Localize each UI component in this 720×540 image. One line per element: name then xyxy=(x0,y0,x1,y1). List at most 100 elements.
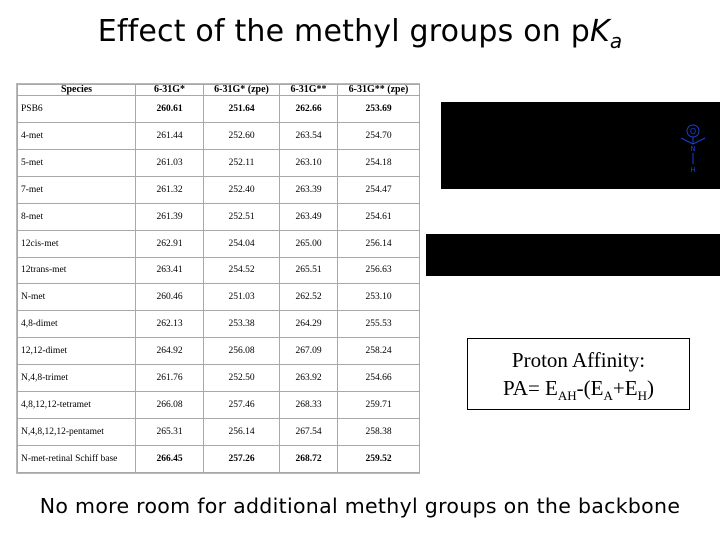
proton-affinity-table: Species 6-31G* 6-31G* (zpe) 6-31G** 6-31… xyxy=(16,83,420,474)
species-cell: N-met-retinal Schiff base xyxy=(17,444,136,474)
column-header-species: Species xyxy=(17,84,136,96)
value-cell: 256.08 xyxy=(203,337,280,366)
black-panel-top: O N H xyxy=(441,102,720,189)
value-cell: 255.53 xyxy=(337,310,420,339)
value-cell: 254.04 xyxy=(203,229,280,258)
table-body: PSB6 260.61 251.64 262.66 253.69 4-met 261.44 2… xyxy=(17,95,420,474)
value-cell: 263.49 xyxy=(279,202,338,231)
species-cell: 5-met xyxy=(17,148,136,177)
value-cell: 256.14 xyxy=(337,229,420,258)
table-row: 12cis-met 262.91 254.04 265.00 256.14 xyxy=(17,229,420,258)
species-cell: 7-met xyxy=(17,175,136,204)
value-cell: 264.92 xyxy=(135,337,204,366)
table-row: 12,12-dimet 264.92 256.08 267.09 258.24 xyxy=(17,337,420,366)
table-row: 5-met 261.03 252.11 263.10 254.18 xyxy=(17,148,420,177)
atom-h-label: H xyxy=(690,166,695,174)
value-cell: 263.10 xyxy=(279,148,338,177)
formula-prefix: PA= E xyxy=(503,376,558,400)
table-row: PSB6 260.61 251.64 262.66 253.69 xyxy=(17,95,420,123)
value-cell: 263.41 xyxy=(135,256,204,285)
column-header-631gss: 6-31G** xyxy=(279,84,338,96)
table-row: 4-met 261.44 252.60 263.54 254.70 xyxy=(17,121,420,150)
table-row: 12trans-met 263.41 254.52 265.51 256.63 xyxy=(17,256,420,285)
species-cell: PSB6 xyxy=(17,95,136,123)
formula-sub-h: H xyxy=(637,388,647,404)
value-cell: 260.46 xyxy=(135,283,204,312)
formula-mid: -(E xyxy=(576,376,604,400)
formula-sub-a: A xyxy=(603,388,613,404)
value-cell: 262.52 xyxy=(279,283,338,312)
value-cell: 266.45 xyxy=(135,444,204,474)
value-cell: 257.46 xyxy=(203,391,280,420)
value-cell: 254.66 xyxy=(337,364,420,393)
value-cell: 266.08 xyxy=(135,391,204,420)
value-cell: 267.54 xyxy=(279,418,338,446)
species-cell: 4-met xyxy=(17,121,136,150)
value-cell: 259.52 xyxy=(337,444,420,474)
value-cell: 257.26 xyxy=(203,444,280,474)
species-cell: N,4,8-trimet xyxy=(17,364,136,393)
proton-affinity-formula: PA= EAH-(EA+EH) xyxy=(468,374,689,410)
molecule-icon: O N H xyxy=(680,124,706,174)
column-header-631g: 6-31G* xyxy=(135,84,204,96)
column-header-631g-zpe: 6-31G* (zpe) xyxy=(203,84,280,96)
value-cell: 265.00 xyxy=(279,229,338,258)
value-cell: 262.13 xyxy=(135,310,204,339)
species-cell: 4,8,12,12-tetramet xyxy=(17,391,136,420)
value-cell: 259.71 xyxy=(337,391,420,420)
value-cell: 258.38 xyxy=(337,418,420,446)
value-cell: 254.18 xyxy=(337,148,420,177)
table-row: 4,8-dimet 262.13 253.38 264.29 255.53 xyxy=(17,310,420,339)
formula-sub-ah: AH xyxy=(557,388,577,404)
table-header-row: Species 6-31G* 6-31G* (zpe) 6-31G** 6-31… xyxy=(17,84,420,96)
value-cell: 252.51 xyxy=(203,202,280,231)
species-cell: 12trans-met xyxy=(17,256,136,285)
value-cell: 258.24 xyxy=(337,337,420,366)
value-cell: 252.11 xyxy=(203,148,280,177)
bond-line xyxy=(692,137,706,145)
value-cell: 262.91 xyxy=(135,229,204,258)
value-cell: 254.47 xyxy=(337,175,420,204)
value-cell: 252.60 xyxy=(203,121,280,150)
black-panel-bottom xyxy=(426,234,720,276)
value-cell: 253.38 xyxy=(203,310,280,339)
value-cell: 252.40 xyxy=(203,175,280,204)
value-cell: 267.09 xyxy=(279,337,338,366)
value-cell: 262.66 xyxy=(279,95,338,123)
value-cell: 252.50 xyxy=(203,364,280,393)
species-cell: N-met xyxy=(17,283,136,312)
formula-plus: +E xyxy=(612,376,638,400)
value-cell: 261.44 xyxy=(135,121,204,150)
table-row: N,4,8,12,12-pentamet 265.31 256.14 267.54 25… xyxy=(17,418,420,446)
value-cell: 254.61 xyxy=(337,202,420,231)
value-cell: 253.69 xyxy=(337,95,420,123)
table-row: N,4,8-trimet 261.76 252.50 263.92 254.66 xyxy=(17,364,420,393)
value-cell: 261.03 xyxy=(135,148,204,177)
value-cell: 261.32 xyxy=(135,175,204,204)
column-header-631gss-zpe: 6-31G** (zpe) xyxy=(337,84,420,96)
data-table: Species 6-31G* 6-31G* (zpe) 6-31G** 6-31… xyxy=(17,84,420,474)
species-cell: 12cis-met xyxy=(17,229,136,258)
value-cell: 265.51 xyxy=(279,256,338,285)
species-cell: 12,12-dimet xyxy=(17,337,136,366)
table-row: 8-met 261.39 252.51 263.49 254.61 xyxy=(17,202,420,231)
slide-title: Effect of the methyl groups on pKa xyxy=(0,14,720,53)
value-cell: 264.29 xyxy=(279,310,338,339)
table-row: 7-met 261.32 252.40 263.39 254.47 xyxy=(17,175,420,204)
value-cell: 254.52 xyxy=(203,256,280,285)
species-cell: 8-met xyxy=(17,202,136,231)
footer-note: No more room for additional methyl group… xyxy=(39,494,681,518)
value-cell: 263.92 xyxy=(279,364,338,393)
value-cell: 268.72 xyxy=(279,444,338,474)
value-cell: 268.33 xyxy=(279,391,338,420)
formula-close: ) xyxy=(646,376,654,400)
table-row: N-met-retinal Schiff base 266.45 257.26 268… xyxy=(17,444,420,474)
title-text: Effect of the methyl groups on p xyxy=(97,14,590,49)
value-cell: 263.39 xyxy=(279,175,338,204)
value-cell: 261.76 xyxy=(135,364,204,393)
proton-affinity-box: Proton Affinity: PA= EAH-(EA+EH) xyxy=(467,338,690,410)
title-subscript: a xyxy=(609,29,623,53)
value-cell: 251.03 xyxy=(203,283,280,312)
value-cell: 256.14 xyxy=(203,418,280,446)
value-cell: 256.63 xyxy=(337,256,420,285)
